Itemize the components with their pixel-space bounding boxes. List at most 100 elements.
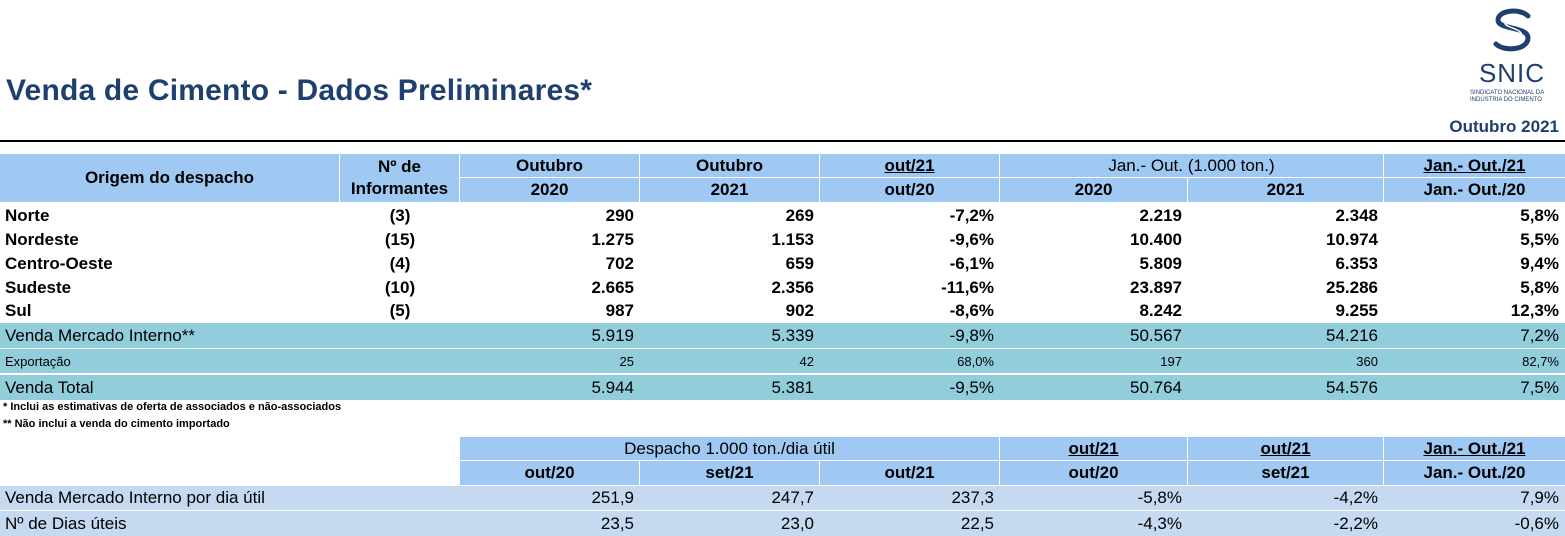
row-jan-var: 82,7% (1522, 353, 1559, 369)
header-year-2021: 2021 (640, 178, 820, 202)
row-jan-2021: 6.353 (1335, 254, 1378, 273)
row-origem: Exportação (5, 353, 71, 369)
row-jan-var: 9,4% (1520, 254, 1559, 273)
row-out21: 237,3 (951, 488, 994, 507)
footnote-2: ** Não inclui a venda do cimento importa… (3, 418, 230, 430)
row-jan-var: 5,8% (1520, 206, 1559, 225)
header-informantes: Nº de Informantes (340, 154, 460, 202)
row-label: Nº de Dias úteis (5, 513, 127, 533)
row-var: 68,0% (957, 353, 994, 369)
header-v3-top: Jan.- Out./21 (1384, 437, 1565, 461)
header-c3: out/21 (820, 461, 1000, 485)
row-out-2020: 2.665 (591, 278, 634, 297)
header-year-2020: 2020 (460, 178, 640, 202)
row-jan-2020: 2.219 (1139, 206, 1182, 225)
header-v2-bottom: set/21 (1188, 461, 1384, 485)
row-var1: -5,8% (1137, 488, 1182, 507)
header-divider (0, 140, 1565, 142)
header-v3-bottom: Jan.- Out./20 (1384, 461, 1565, 485)
mercado-interno-row: Venda Mercado Interno** 5.919 5.339 -9,8… (0, 322, 1565, 349)
row-jan-2020: 50.567 (1130, 325, 1182, 345)
row-out-2021: 269 (785, 206, 814, 225)
table-row: Venda Mercado Interno por dia útil 251,9… (0, 486, 1565, 511)
table-row: Nordeste (15) 1.275 1.153 -9,6% 10.400 1… (0, 228, 1565, 252)
row-out-2021: 659 (785, 254, 814, 273)
header-origem: Origem do despacho (0, 154, 340, 202)
row-var2: -2,2% (1333, 513, 1378, 533)
header-var-top: out/21 (820, 154, 1000, 178)
header-var-bottom: out/20 (820, 178, 1000, 202)
row-var: -9,6% (949, 230, 994, 249)
exportacao-row: Exportação 25 42 68,0% 197 360 82,7% (0, 349, 1565, 374)
row-var: -9,5% (949, 377, 994, 397)
row-jan-2020: 5.809 (1139, 254, 1182, 273)
row-out-2020: 987 (605, 301, 634, 320)
row-var3: 7,9% (1520, 488, 1559, 507)
header-v1-top: out/21 (1000, 437, 1188, 461)
row-out-2021: 1.153 (771, 230, 814, 249)
row-out-2020: 5.944 (591, 377, 634, 397)
row-var1: -4,3% (1137, 513, 1182, 533)
row-informantes: (4) (389, 254, 411, 273)
venda-total-row: Venda Total 5.944 5.381 -9,5% 50.764 54.… (0, 375, 1565, 400)
table-row: Nº de Dias úteis 23,5 23,0 22,5 -4,3% -2… (0, 511, 1565, 536)
row-out-2021: 42 (799, 353, 814, 369)
header-despacho: Despacho 1.000 ton./dia útil (460, 437, 1000, 461)
row-informantes: (5) (389, 301, 411, 320)
table-row: Sudeste (10) 2.665 2.356 -11,6% 23.897 2… (0, 276, 1565, 300)
header-c1: out/20 (460, 461, 640, 485)
row-jan-2021: 360 (1356, 353, 1378, 369)
header-c2: set/21 (640, 461, 820, 485)
row-jan-var: 5,8% (1520, 278, 1559, 297)
row-informantes: (10) (384, 278, 416, 297)
row-out-2021: 2.356 (771, 278, 814, 297)
row-var: -8,6% (949, 301, 994, 320)
table-header: Origem do despacho Nº de Informantes Out… (0, 154, 1565, 202)
row-out-2020: 290 (605, 206, 634, 225)
row-origem: Norte (5, 206, 50, 225)
row-jan-2020: 10.400 (1130, 230, 1182, 249)
row-out-2021: 5.381 (771, 377, 814, 397)
row-jan-var: 12,3% (1510, 301, 1559, 320)
header-outubro-2020: Outubro (460, 154, 640, 178)
row-out20: 251,9 (591, 488, 634, 507)
row-out-2020: 702 (605, 254, 634, 273)
row-origem: Venda Mercado Interno** (5, 325, 195, 345)
header-jan-2020: 2020 (1000, 178, 1188, 202)
row-origem: Nordeste (5, 230, 79, 249)
row-label: Venda Mercado Interno por dia útil (5, 488, 265, 507)
table-row: Norte (3) 290 269 -7,2% 2.219 2.348 5,8% (0, 204, 1565, 228)
logo-wordmark: SNIC (1478, 58, 1546, 88)
row-informantes: (3) (389, 206, 411, 225)
row-origem: Venda Total (5, 377, 94, 397)
row-var: -6,1% (949, 254, 994, 273)
row-origem: Sudeste (5, 278, 72, 297)
page-title: Venda de Cimento - Dados Preliminares* (6, 74, 593, 107)
row-set21: 247,7 (771, 488, 814, 507)
snic-swirl-icon (1493, 8, 1531, 52)
logo-subtitle: SINDICATO NACIONAL DA INDÚSTRIA DO CIMEN… (1470, 90, 1544, 103)
row-out21: 22,5 (960, 513, 994, 533)
row-jan-2021: 2.348 (1335, 206, 1378, 225)
row-out-2020: 1.275 (591, 230, 634, 249)
row-jan-var: 7,2% (1520, 325, 1559, 345)
header-v1-bottom: out/20 (1000, 461, 1188, 485)
row-var: -11,6% (941, 278, 994, 297)
footnote-1: * Inclui as estimativas de oferta de ass… (3, 401, 342, 413)
header-outubro-2021: Outubro (640, 154, 820, 178)
row-out-2021: 5.339 (771, 325, 814, 345)
row-out-2020: 5.919 (591, 325, 634, 345)
daily-table-header: Despacho 1.000 ton./dia útil out/21 out/… (0, 437, 1565, 485)
row-var: -9,8% (949, 325, 994, 345)
row-jan-2021: 10.974 (1326, 230, 1378, 249)
header-janout-var-bottom: Jan.- Out./20 (1384, 178, 1565, 202)
snic-logo: SNIC SINDICATO NACIONAL DA INDÚSTRIA DO … (1462, 6, 1562, 114)
row-jan-2020: 8.242 (1139, 301, 1182, 320)
row-out20: 23,5 (600, 513, 634, 533)
row-jan-2020: 23.897 (1130, 278, 1182, 297)
row-origem: Centro-Oeste (5, 254, 113, 273)
table-row: Sul (5) 987 902 -8,6% 8.242 9.255 12,3% (0, 300, 1565, 322)
row-jan-2020: 50.764 (1130, 377, 1182, 397)
row-jan-2021: 25.286 (1326, 278, 1378, 297)
header-jan-2021: 2021 (1188, 178, 1384, 202)
